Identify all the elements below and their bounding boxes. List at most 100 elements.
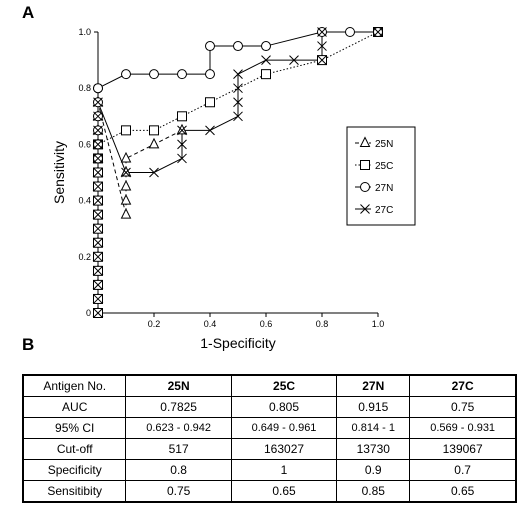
table-row: Cut-off 517 163027 13730 139067 [22,438,517,460]
data-point-27n [205,41,215,52]
panel-label-a: A [22,3,35,22]
data-point-27c [93,139,103,150]
table-cell: 0.7825 [125,396,232,418]
data-point-27c [233,69,243,80]
data-point-25n [120,151,132,163]
data-point-25n [120,179,132,191]
data-point-25c [121,125,131,136]
data-point-27c [93,111,103,122]
data-point-27c [317,55,327,65]
legend-label-27n: 27N [375,183,393,194]
data-point-27c [373,27,383,37]
data-point-27c [177,125,187,136]
data-point-27c [93,308,103,318]
column-header-27c: 27C [409,374,517,397]
data-point-27c [233,83,243,94]
table-cell: 163027 [230,438,338,460]
row-label: Cut-off [22,438,127,460]
data-point-27c [93,195,103,206]
x-tick-label: 0.8 [316,319,329,329]
table-cell: 0.915 [336,396,411,418]
y-tick-label: 0.4 [78,196,91,206]
column-header-25n: 25N [125,374,232,397]
table-cell: 13730 [336,438,411,460]
legend-label-27c: 27C [375,205,393,216]
data-point-25c [149,125,159,136]
table-cell: 0.649 - 0.961 [230,417,338,439]
table-cell: 0.65 [409,480,517,503]
data-point-27n [345,27,355,37]
data-point-27n [261,41,271,52]
data-point-27c [317,27,327,37]
data-point-27c [177,153,187,164]
data-point-25n [120,193,132,205]
data-point-27c [93,294,103,304]
table-cell: 139067 [409,438,517,460]
data-point-27c [93,265,103,276]
data-point-27c [205,125,215,136]
data-point-27c [121,167,131,178]
table-row: AUC 0.7825 0.805 0.915 0.75 [22,396,517,418]
data-point-25n [120,208,132,219]
data-point-27c [93,153,103,164]
data-point-27n [93,83,103,94]
x-tick-label: 1.0 [372,319,385,329]
table-cell: 0.814 - 1 [336,417,411,439]
x-tick-label: 0.2 [148,319,161,329]
data-point-27c [93,251,103,262]
row-label: Sensitibity [22,480,127,503]
y-tick-label: 0.2 [78,252,91,262]
table-cell: 0.569 - 0.931 [409,417,517,439]
x-axis-title: 1-Specificity [200,335,275,351]
table-row: 95% CI 0.623 - 0.942 0.649 - 0.961 0.814… [22,417,517,439]
data-point-27n [205,69,215,80]
y-tick-label: 1.0 [78,27,91,37]
legend-marker-27n [360,182,370,192]
data-point-25n [148,137,160,149]
table-cell: 0.8 [125,459,232,481]
data-point-27c [261,55,271,65]
legend-marker-27c [360,204,370,214]
data-point-25n [176,123,188,135]
data-point-27c [93,280,103,290]
data-point-27n [177,69,187,80]
data-point-25n [120,165,132,177]
row-label: Specificity [22,459,127,481]
column-header-25c: 25C [230,374,338,397]
table-cell: 0.75 [409,396,517,418]
data-point-27n [121,69,131,80]
column-header-antigen: Antigen No. [22,374,127,397]
table-cell: 517 [125,438,232,460]
data-point-27c [233,111,243,122]
table-cell: 0.9 [336,459,411,481]
y-axis-title: Sensitivity [51,141,67,204]
x-tick-label: 0.6 [260,319,273,329]
data-point-27c [177,139,187,150]
table-header-row: Antigen No. 25N 25C 27N 27C [22,374,517,397]
table-cell: 0.805 [230,396,338,418]
data-point-27c [93,125,103,136]
data-point-27c [93,97,103,108]
legend-label-25n: 25N [375,139,393,150]
table-cell: 0.65 [230,480,338,503]
data-point-27c [93,223,103,234]
data-point-27n [233,41,243,52]
row-label: AUC [22,396,127,418]
data-point-25c [177,111,187,122]
legend-marker-25c [360,160,370,170]
y-tick-label: 0.6 [78,139,91,149]
data-point-25c [261,69,271,80]
data-point-27c [93,237,103,248]
data-point-27c [233,97,243,108]
legend-label-25c: 25C [375,161,393,172]
y-tick-label: 0.8 [78,83,91,93]
x-tick-label: 0.4 [204,319,217,329]
legend-marker-25n [359,136,371,147]
y-tick-label: 0 [86,308,91,318]
data-point-27c [149,167,159,178]
data-point-27c [93,167,103,178]
table-row: Specificity 0.8 1 0.9 0.7 [22,459,517,481]
data-point-27c [289,55,299,65]
data-point-27c [93,209,103,220]
table-row: Sensitibity 0.75 0.65 0.85 0.65 [22,480,517,503]
